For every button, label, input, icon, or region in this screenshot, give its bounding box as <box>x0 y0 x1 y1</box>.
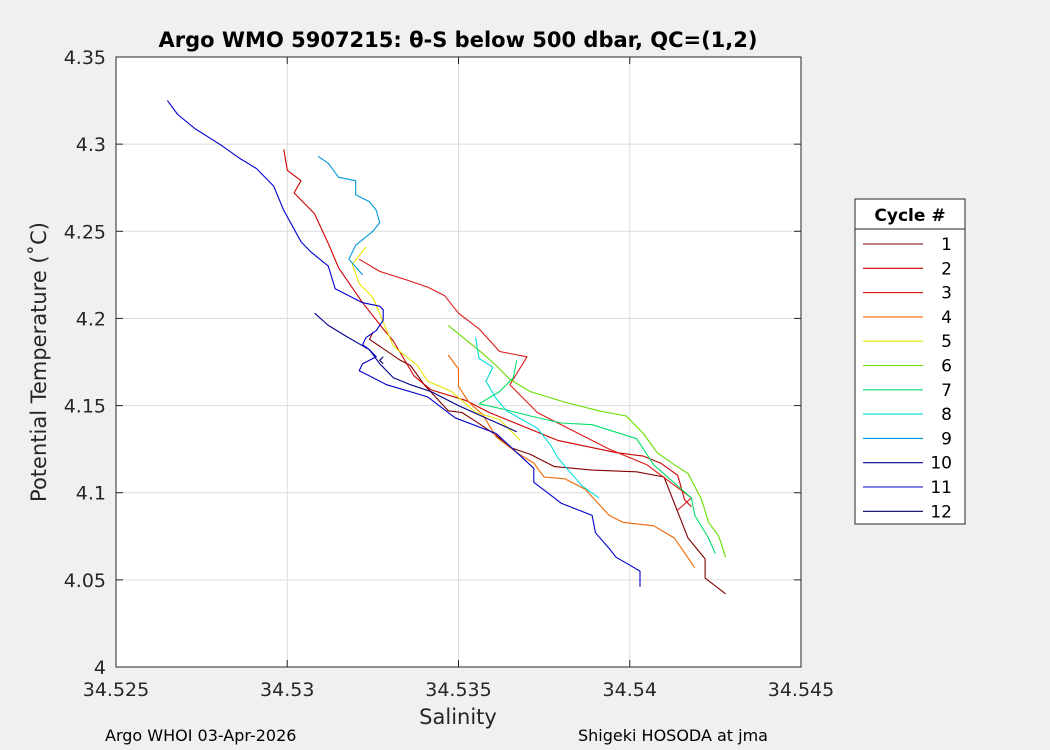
series-line-cycle-8 <box>475 337 600 499</box>
x-axis-label: Salinity <box>419 705 497 729</box>
series-line-cycle-9 <box>317 155 381 276</box>
legend-box <box>854 198 966 525</box>
footer-author: Shigeki HOSODA at jma <box>578 726 768 745</box>
legend-label-cycle-12: 12 <box>930 502 952 522</box>
legend-label-cycle-4: 4 <box>941 308 952 328</box>
series-line-cycle-7 <box>478 360 716 554</box>
x-tick-label: 34.535 <box>425 679 491 701</box>
series-line-cycle-6 <box>447 324 727 558</box>
legend-label-cycle-11: 11 <box>930 478 952 498</box>
footer-source: Argo WHOI 03-Apr-2026 <box>105 726 297 745</box>
legend-label-cycle-6: 6 <box>941 357 952 377</box>
y-axis-label: Potential Temperature (˚C) <box>27 222 51 502</box>
series-line-cycle-3 <box>358 258 692 511</box>
series-line-cycle-5 <box>351 246 521 441</box>
y-tick-label: 4.3 <box>76 134 106 156</box>
legend-label-cycle-10: 10 <box>930 454 952 474</box>
y-tick-label: 4.2 <box>76 308 106 330</box>
x-tick-label: 34.53 <box>260 679 314 701</box>
legend-label-cycle-7: 7 <box>941 381 952 401</box>
legend-title: Cycle # <box>874 206 945 226</box>
y-tick-label: 4.35 <box>64 47 106 69</box>
legend-label-cycle-2: 2 <box>941 259 952 279</box>
y-tick-label: 4.25 <box>64 221 106 243</box>
series-line-cycle-12 <box>379 356 384 365</box>
legend-label-cycle-1: 1 <box>941 235 952 255</box>
series-line-cycle-2 <box>283 149 692 508</box>
x-tick-label: 34.54 <box>603 679 657 701</box>
series-line-cycle-1 <box>368 332 726 595</box>
series-line-cycle-4 <box>447 354 696 569</box>
y-tick-label: 4.05 <box>64 570 106 592</box>
axis-ticks: 34.525 34.53 34.535 34.54 34.545 4 4.05 4.1 4.15… <box>64 47 835 701</box>
series-line-cycle-10 <box>314 312 517 433</box>
y-tick-label: 4.1 <box>76 483 106 505</box>
y-tick-label: 4.15 <box>64 396 106 418</box>
legend-label-cycle-5: 5 <box>941 332 952 352</box>
x-tick-label: 34.525 <box>83 679 149 701</box>
series-line-cycle-11 <box>166 100 641 587</box>
chart-title: Argo WMO 5907215: θ-S below 500 dbar, QC… <box>159 28 758 52</box>
legend-label-cycle-9: 9 <box>941 429 952 449</box>
legend-label-cycle-3: 3 <box>941 284 952 304</box>
y-tick-label: 4 <box>94 657 106 679</box>
x-tick-label: 34.545 <box>768 679 834 701</box>
series-lines <box>166 100 727 595</box>
legend-label-cycle-8: 8 <box>941 405 952 425</box>
